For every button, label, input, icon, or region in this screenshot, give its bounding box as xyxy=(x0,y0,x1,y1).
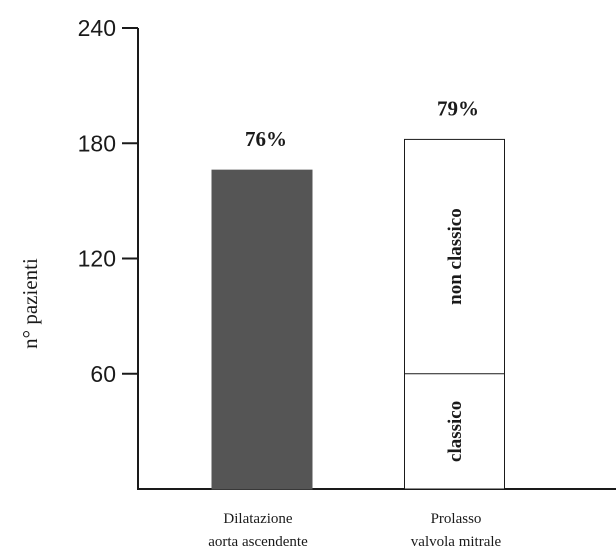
percent-label: 76% xyxy=(245,127,287,151)
bar xyxy=(211,169,313,490)
y-tick-label: 180 xyxy=(78,130,116,156)
x-category-label: valvola mitrale xyxy=(411,534,502,550)
bar xyxy=(404,138,505,490)
x-category-label: aorta ascendente xyxy=(208,534,308,550)
y-tick-label: 60 xyxy=(90,361,116,387)
y-tick-label: 120 xyxy=(78,246,116,272)
x-category-label: Dilatazione xyxy=(223,511,292,527)
y-tick-label: 240 xyxy=(78,15,116,41)
y-axis-label: n° pazienti xyxy=(18,258,42,349)
segment-label: classico xyxy=(445,401,466,462)
x-category-label: Prolasso xyxy=(431,511,482,527)
segment-label: non classico xyxy=(445,208,466,305)
percent-label: 79% xyxy=(437,96,479,120)
